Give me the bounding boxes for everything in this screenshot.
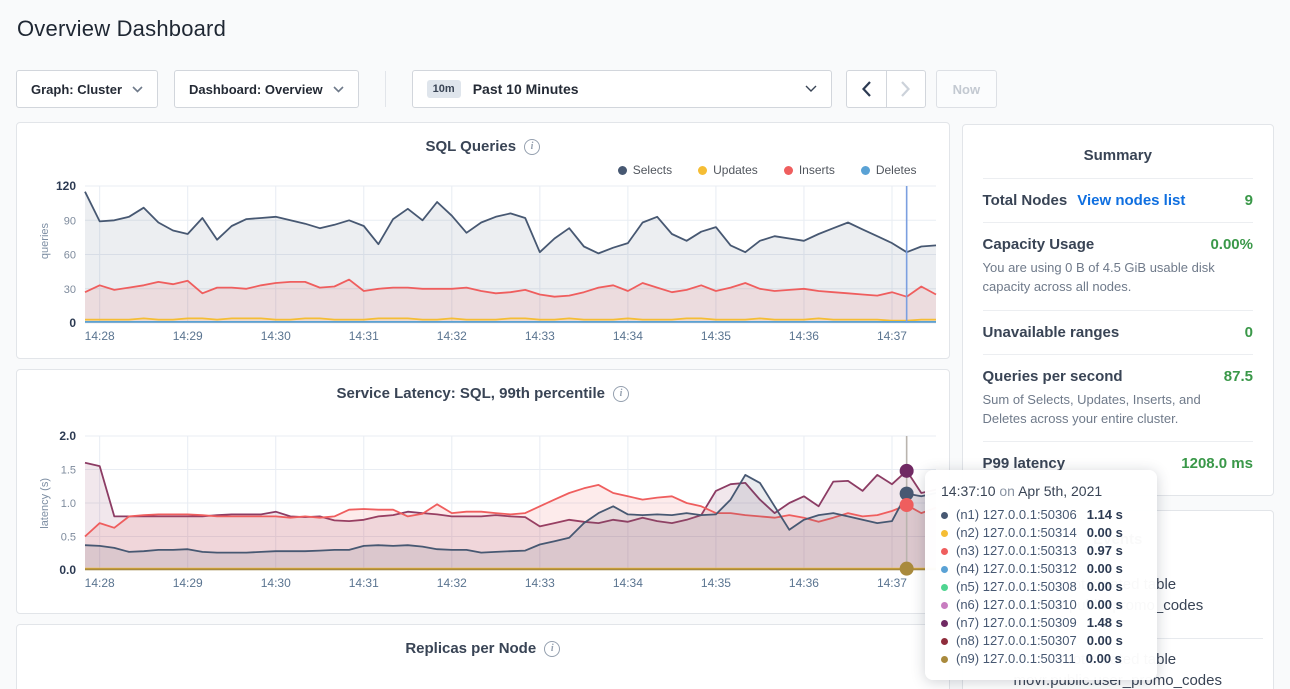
svg-text:14:31: 14:31 [349,576,379,590]
svg-text:0: 0 [69,316,76,330]
tooltip-row-n7: (n7) 127.0.0.1:503091.48 s [941,614,1141,632]
time-pager [846,70,926,108]
node-color-dot-icon [941,584,948,591]
chevron-right-icon [901,81,910,97]
svg-text:14:34: 14:34 [613,329,643,343]
p99-latency-value: 1208.0 ms [1181,455,1253,472]
total-nodes-value: 9 [1245,192,1253,209]
svg-text:14:35: 14:35 [701,576,731,590]
capacity-usage-value: 0.00% [1210,236,1253,253]
node-color-dot-icon [941,638,948,645]
now-button[interactable]: Now [936,70,997,108]
replicas-per-node-chart-card: Replicas per Node i [16,624,950,689]
svg-text:90: 90 [64,215,76,227]
chart-title-replicas-per-node: Replicas per Node i [17,625,949,657]
chart-hover-tooltip: 14:37:10 on Apr 5th, 2021 (n1) 127.0.0.1… [925,470,1157,680]
tooltip-row-n3: (n3) 127.0.0.1:503130.97 s [941,542,1141,560]
svg-text:14:35: 14:35 [701,329,731,343]
svg-text:14:28: 14:28 [85,576,115,590]
summary-title: Summary [983,139,1253,178]
svg-text:14:28: 14:28 [85,329,115,343]
tooltip-row-n9: (n9) 127.0.0.1:503110.00 s [941,650,1141,668]
node-color-dot-icon [941,602,948,609]
time-forward-button[interactable] [886,70,926,108]
svg-text:120: 120 [56,179,76,193]
chevron-down-icon [333,86,344,93]
tooltip-row-n2: (n2) 127.0.0.1:503140.00 s [941,524,1141,542]
node-color-dot-icon [941,512,948,519]
page-title: Overview Dashboard [0,0,1290,42]
svg-text:14:30: 14:30 [261,329,291,343]
svg-text:60: 60 [64,250,76,262]
controls-divider [385,71,386,107]
dashboard-dropdown[interactable]: Dashboard: Overview [174,70,359,108]
svg-text:14:33: 14:33 [525,329,555,343]
node-color-dot-icon [941,548,948,555]
svg-text:1.5: 1.5 [61,465,76,477]
sql-queries-plot[interactable]: 0 30 60 90 120 14:28 14:29 14:30 14:31 14:32 14:33… [17,123,959,358]
svg-text:14:33: 14:33 [525,576,555,590]
svg-text:2.0: 2.0 [59,429,76,443]
info-icon[interactable]: i [544,641,560,657]
chevron-down-icon [805,85,817,93]
summary-item-queries-per-second: Queries per second 87.5 Sum of Selects, … [983,354,1253,442]
service-latency-chart-card: Service Latency: SQL, 99th percentile i … [16,369,950,614]
svg-text:14:34: 14:34 [613,576,643,590]
svg-text:1.0: 1.0 [61,498,76,510]
tooltip-row-n8: (n8) 127.0.0.1:503070.00 s [941,632,1141,650]
queries-per-second-description: Sum of Selects, Updates, Inserts, and De… [983,391,1233,429]
svg-text:14:30: 14:30 [261,576,291,590]
svg-text:14:36: 14:36 [789,329,819,343]
summary-panel: Summary Total Nodes View nodes list 9 Ca… [962,124,1274,496]
summary-item-total-nodes: Total Nodes View nodes list 9 [983,178,1253,222]
svg-text:14:29: 14:29 [173,576,203,590]
chevron-down-icon [132,86,143,93]
tooltip-timestamp: 14:37:10 on Apr 5th, 2021 [941,483,1141,499]
svg-text:14:37: 14:37 [877,576,907,590]
svg-text:0.0: 0.0 [59,563,76,577]
svg-text:14:36: 14:36 [789,576,819,590]
sql-queries-chart-card: SQL Queries i Selects Updates Inserts De… [16,122,950,359]
node-color-dot-icon [941,530,948,537]
node-color-dot-icon [941,566,948,573]
tooltip-row-n6: (n6) 127.0.0.1:503100.00 s [941,596,1141,614]
node-color-dot-icon [941,620,948,627]
svg-text:30: 30 [64,284,76,296]
view-nodes-list-link[interactable]: View nodes list [1077,192,1185,209]
service-latency-plot[interactable]: 0.0 0.5 1.0 1.5 2.0 14:28 14:29 14:30 14:31 14:32… [17,370,959,613]
dashboard-controls: Graph: Cluster Dashboard: Overview 10m P… [16,70,1274,108]
node-color-dot-icon [941,656,948,663]
svg-text:14:31: 14:31 [349,329,379,343]
graph-scope-dropdown[interactable]: Graph: Cluster [16,70,158,108]
svg-text:14:32: 14:32 [437,576,467,590]
tooltip-row-n5: (n5) 127.0.0.1:503080.00 s [941,578,1141,596]
tooltip-row-n4: (n4) 127.0.0.1:503120.00 s [941,560,1141,578]
queries-per-second-value: 87.5 [1224,368,1253,385]
capacity-usage-description: You are using 0 B of 4.5 GiB usable disk… [983,259,1233,297]
svg-text:0.5: 0.5 [61,532,76,544]
time-back-button[interactable] [846,70,886,108]
chevron-left-icon [862,81,871,97]
time-range-badge: 10m [427,80,461,98]
summary-item-capacity-usage: Capacity Usage 0.00% You are using 0 B o… [983,222,1253,310]
svg-text:14:37: 14:37 [877,329,907,343]
unavailable-ranges-value: 0 [1245,324,1253,341]
svg-text:14:29: 14:29 [173,329,203,343]
tooltip-row-n1: (n1) 127.0.0.1:503061.14 s [941,506,1141,524]
svg-text:14:32: 14:32 [437,329,467,343]
summary-item-unavailable-ranges: Unavailable ranges 0 [983,310,1253,354]
time-range-dropdown[interactable]: 10m Past 10 Minutes [412,70,832,108]
